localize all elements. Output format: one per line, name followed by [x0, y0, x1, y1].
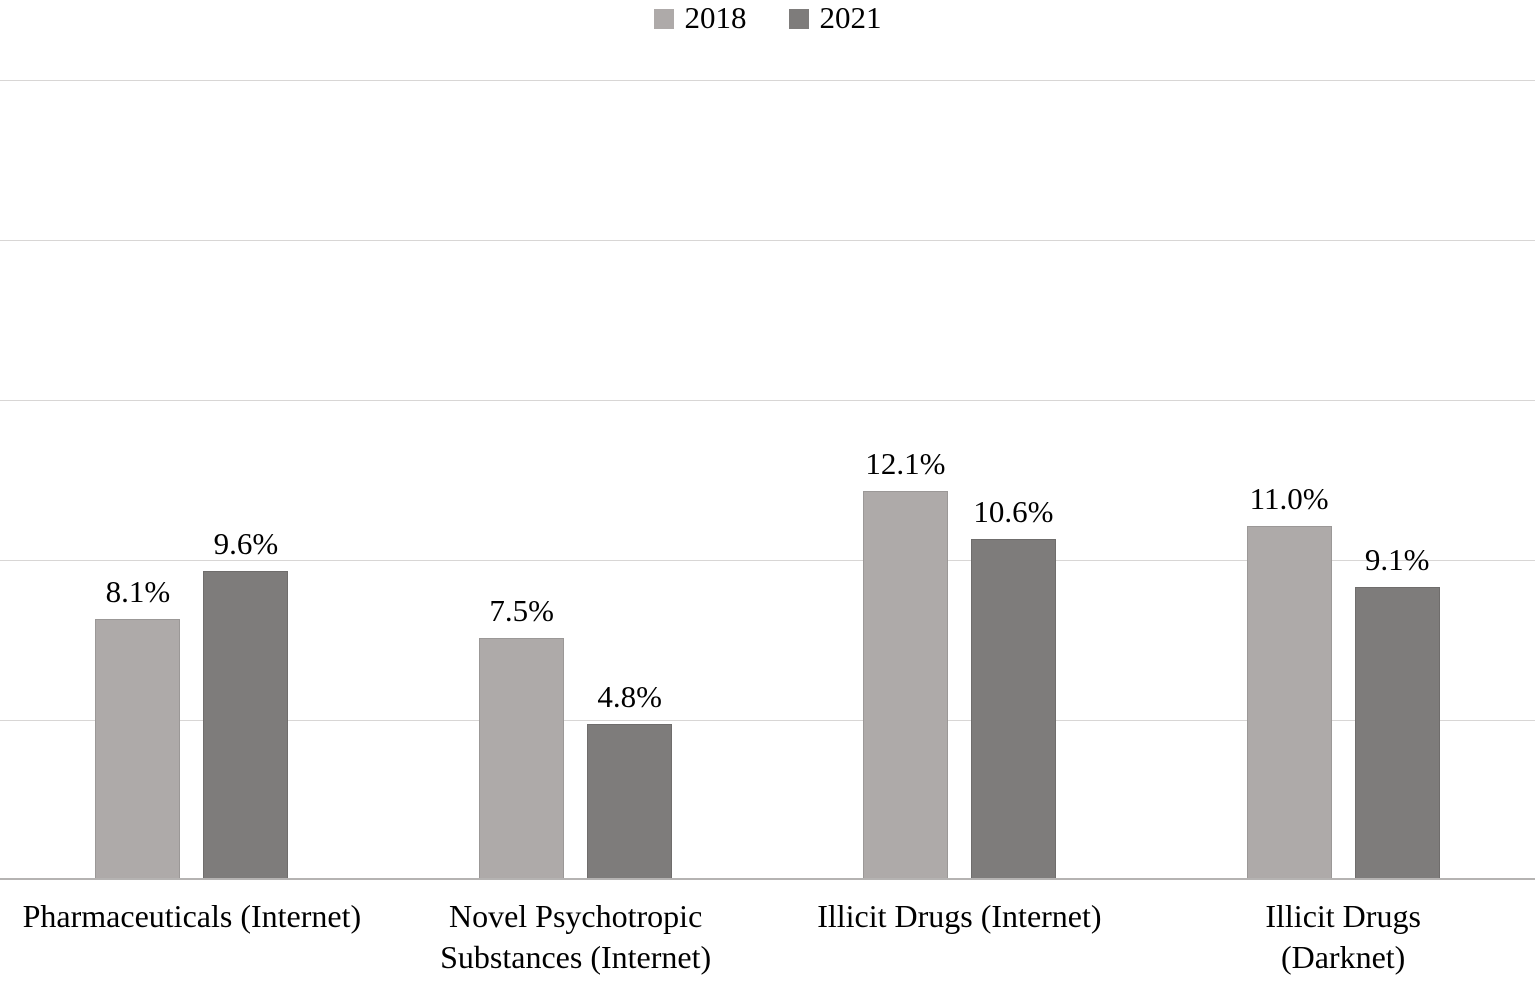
category-label-2: Novel Psychotropic Substances (Internet) — [440, 898, 712, 975]
bar-2021-category-3 — [970, 538, 1056, 878]
legend-item-2021: 2021 — [788, 0, 882, 35]
chart-legend: 2018 2021 — [0, 2, 1535, 35]
legend-item-2018: 2018 — [653, 0, 747, 35]
plot-area: 8.1% 9.6% 7.5% 4.8% 12.1% 10.6% 11.0% 9.1% — [0, 80, 1535, 880]
category-label-1: Pharmaceuticals (Internet) — [22, 898, 362, 934]
bar-2021-category-1 — [203, 570, 289, 878]
value-label-2018-category-3: 12.1% — [865, 445, 946, 481]
legend-swatch-2021 — [788, 8, 809, 29]
gridline-5pct — [0, 720, 1535, 721]
legend-label-2021: 2021 — [819, 0, 882, 35]
category-label-3: Illicit Drugs (Internet) — [817, 898, 1102, 934]
gridline-15pct — [0, 400, 1535, 401]
value-label-2021-category-1: 9.6% — [213, 525, 279, 561]
bar-2018-category-1 — [95, 618, 181, 878]
bar-2021-category-4 — [1354, 586, 1440, 878]
value-label-2021-category-3: 10.6% — [973, 493, 1054, 529]
value-label-2018-category-2: 7.5% — [489, 593, 554, 628]
gridline-20pct — [0, 240, 1535, 241]
legend-label-2018: 2018 — [684, 0, 747, 35]
value-label-2021-category-2: 4.8% — [597, 679, 662, 715]
gridline-10pct — [0, 560, 1535, 561]
bar-2021-category-2 — [587, 724, 673, 878]
value-label-2021-category-4: 9.1% — [1364, 541, 1430, 577]
legend-swatch-2018 — [653, 8, 674, 29]
bar-2018-category-3 — [862, 490, 948, 878]
category-label-4: Illicit Drugs (Darknet) — [1265, 898, 1421, 975]
bar-2018-category-2 — [479, 638, 565, 878]
value-label-2018-category-1: 8.1% — [105, 573, 171, 609]
value-label-2018-category-4: 11.0% — [1249, 481, 1329, 516]
bar-2018-category-4 — [1246, 526, 1332, 878]
gridline-25pct — [0, 80, 1535, 81]
